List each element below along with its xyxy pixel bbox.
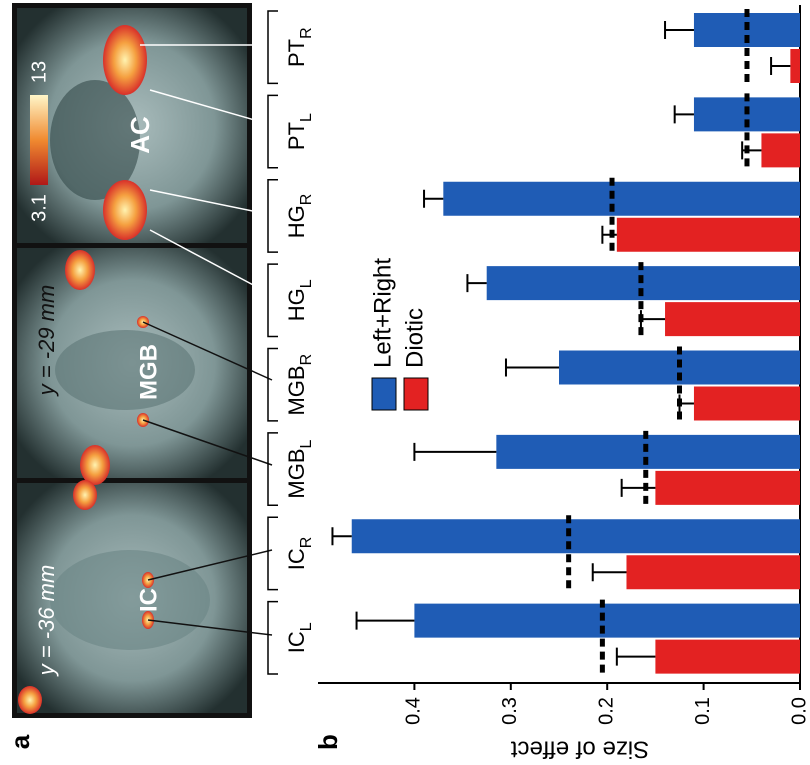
tick-label: 0.1 [692,697,714,725]
error-bar [665,21,694,39]
category-subscript: L [298,622,315,631]
slice-coordinate: y = -36 mm [34,565,59,678]
bar [790,49,800,83]
category-subscript: L [298,113,315,122]
category-label: MGBR [284,354,315,416]
bar [761,133,800,167]
bracket [268,602,278,674]
bracket [268,95,278,167]
bracket [268,264,278,336]
tick-label: 0.4 [403,697,425,725]
error-bar [467,274,486,292]
bar [655,471,800,505]
error-bar [424,190,443,208]
category-label: HGL [284,279,315,321]
category-label: PTR [284,27,315,67]
error-bar [414,443,496,461]
category-label: PTL [284,113,315,150]
category-name: HG [284,288,309,321]
region-label: AC [125,116,155,154]
colorbar-min: 3.1 [28,194,50,222]
bar [626,555,800,589]
bar [352,519,800,553]
tick-label: 0.0 [788,697,810,725]
category-subscript: R [298,537,315,549]
category-subscript: L [298,439,315,448]
tick-label: 0.2 [595,697,617,725]
error-bar [622,479,656,497]
category-subscript: R [298,354,315,366]
bracket [268,180,278,252]
slice-coordinate: y = -29 mm [34,285,59,398]
error-bar [506,359,559,377]
legend-swatch [372,378,396,410]
error-bar [617,648,656,666]
bar [617,218,800,252]
region-label: MGB [135,344,162,400]
category-name: PT [284,122,309,150]
bar [414,604,800,638]
category-name: IC [284,631,309,653]
region-label: IC [135,588,162,612]
bracket [268,433,278,505]
error-bar [332,527,351,545]
category-label: ICR [284,537,315,571]
error-bar [593,563,627,581]
bracket [268,517,278,589]
category-subscript: R [298,27,315,39]
category-label: HGR [284,194,315,239]
category-subscript: L [298,279,315,288]
bracket [268,349,278,421]
category-name: MGB [284,448,309,498]
panel-label: a [5,734,35,749]
panel-label: b [313,734,343,750]
category-name: MGB [284,365,309,415]
axis-title: Size of effect [511,736,650,763]
legend-swatch [404,378,428,410]
bar [694,387,800,421]
category-name: IC [284,548,309,570]
legend-label: Left+Right [369,258,396,368]
tick-label: 0.3 [499,697,521,725]
colorbar-max: 13 [28,61,50,83]
category-name: HG [284,205,309,238]
error-bar [771,57,790,75]
category-name: PT [284,39,309,67]
figure: y = -36 mm IC y = -29 mm MGB AC 3.1 13 a… [0,0,810,765]
bar [665,302,800,336]
legend-label: Diotic [401,308,428,368]
error-bar [641,310,665,328]
bar [655,640,800,674]
category-label: ICL [284,622,315,653]
error-bar [675,105,694,123]
category-subscript: R [298,194,315,206]
category-label: MGBL [284,439,315,498]
bracket [268,11,278,83]
bar [443,182,800,216]
error-bar [357,612,415,630]
